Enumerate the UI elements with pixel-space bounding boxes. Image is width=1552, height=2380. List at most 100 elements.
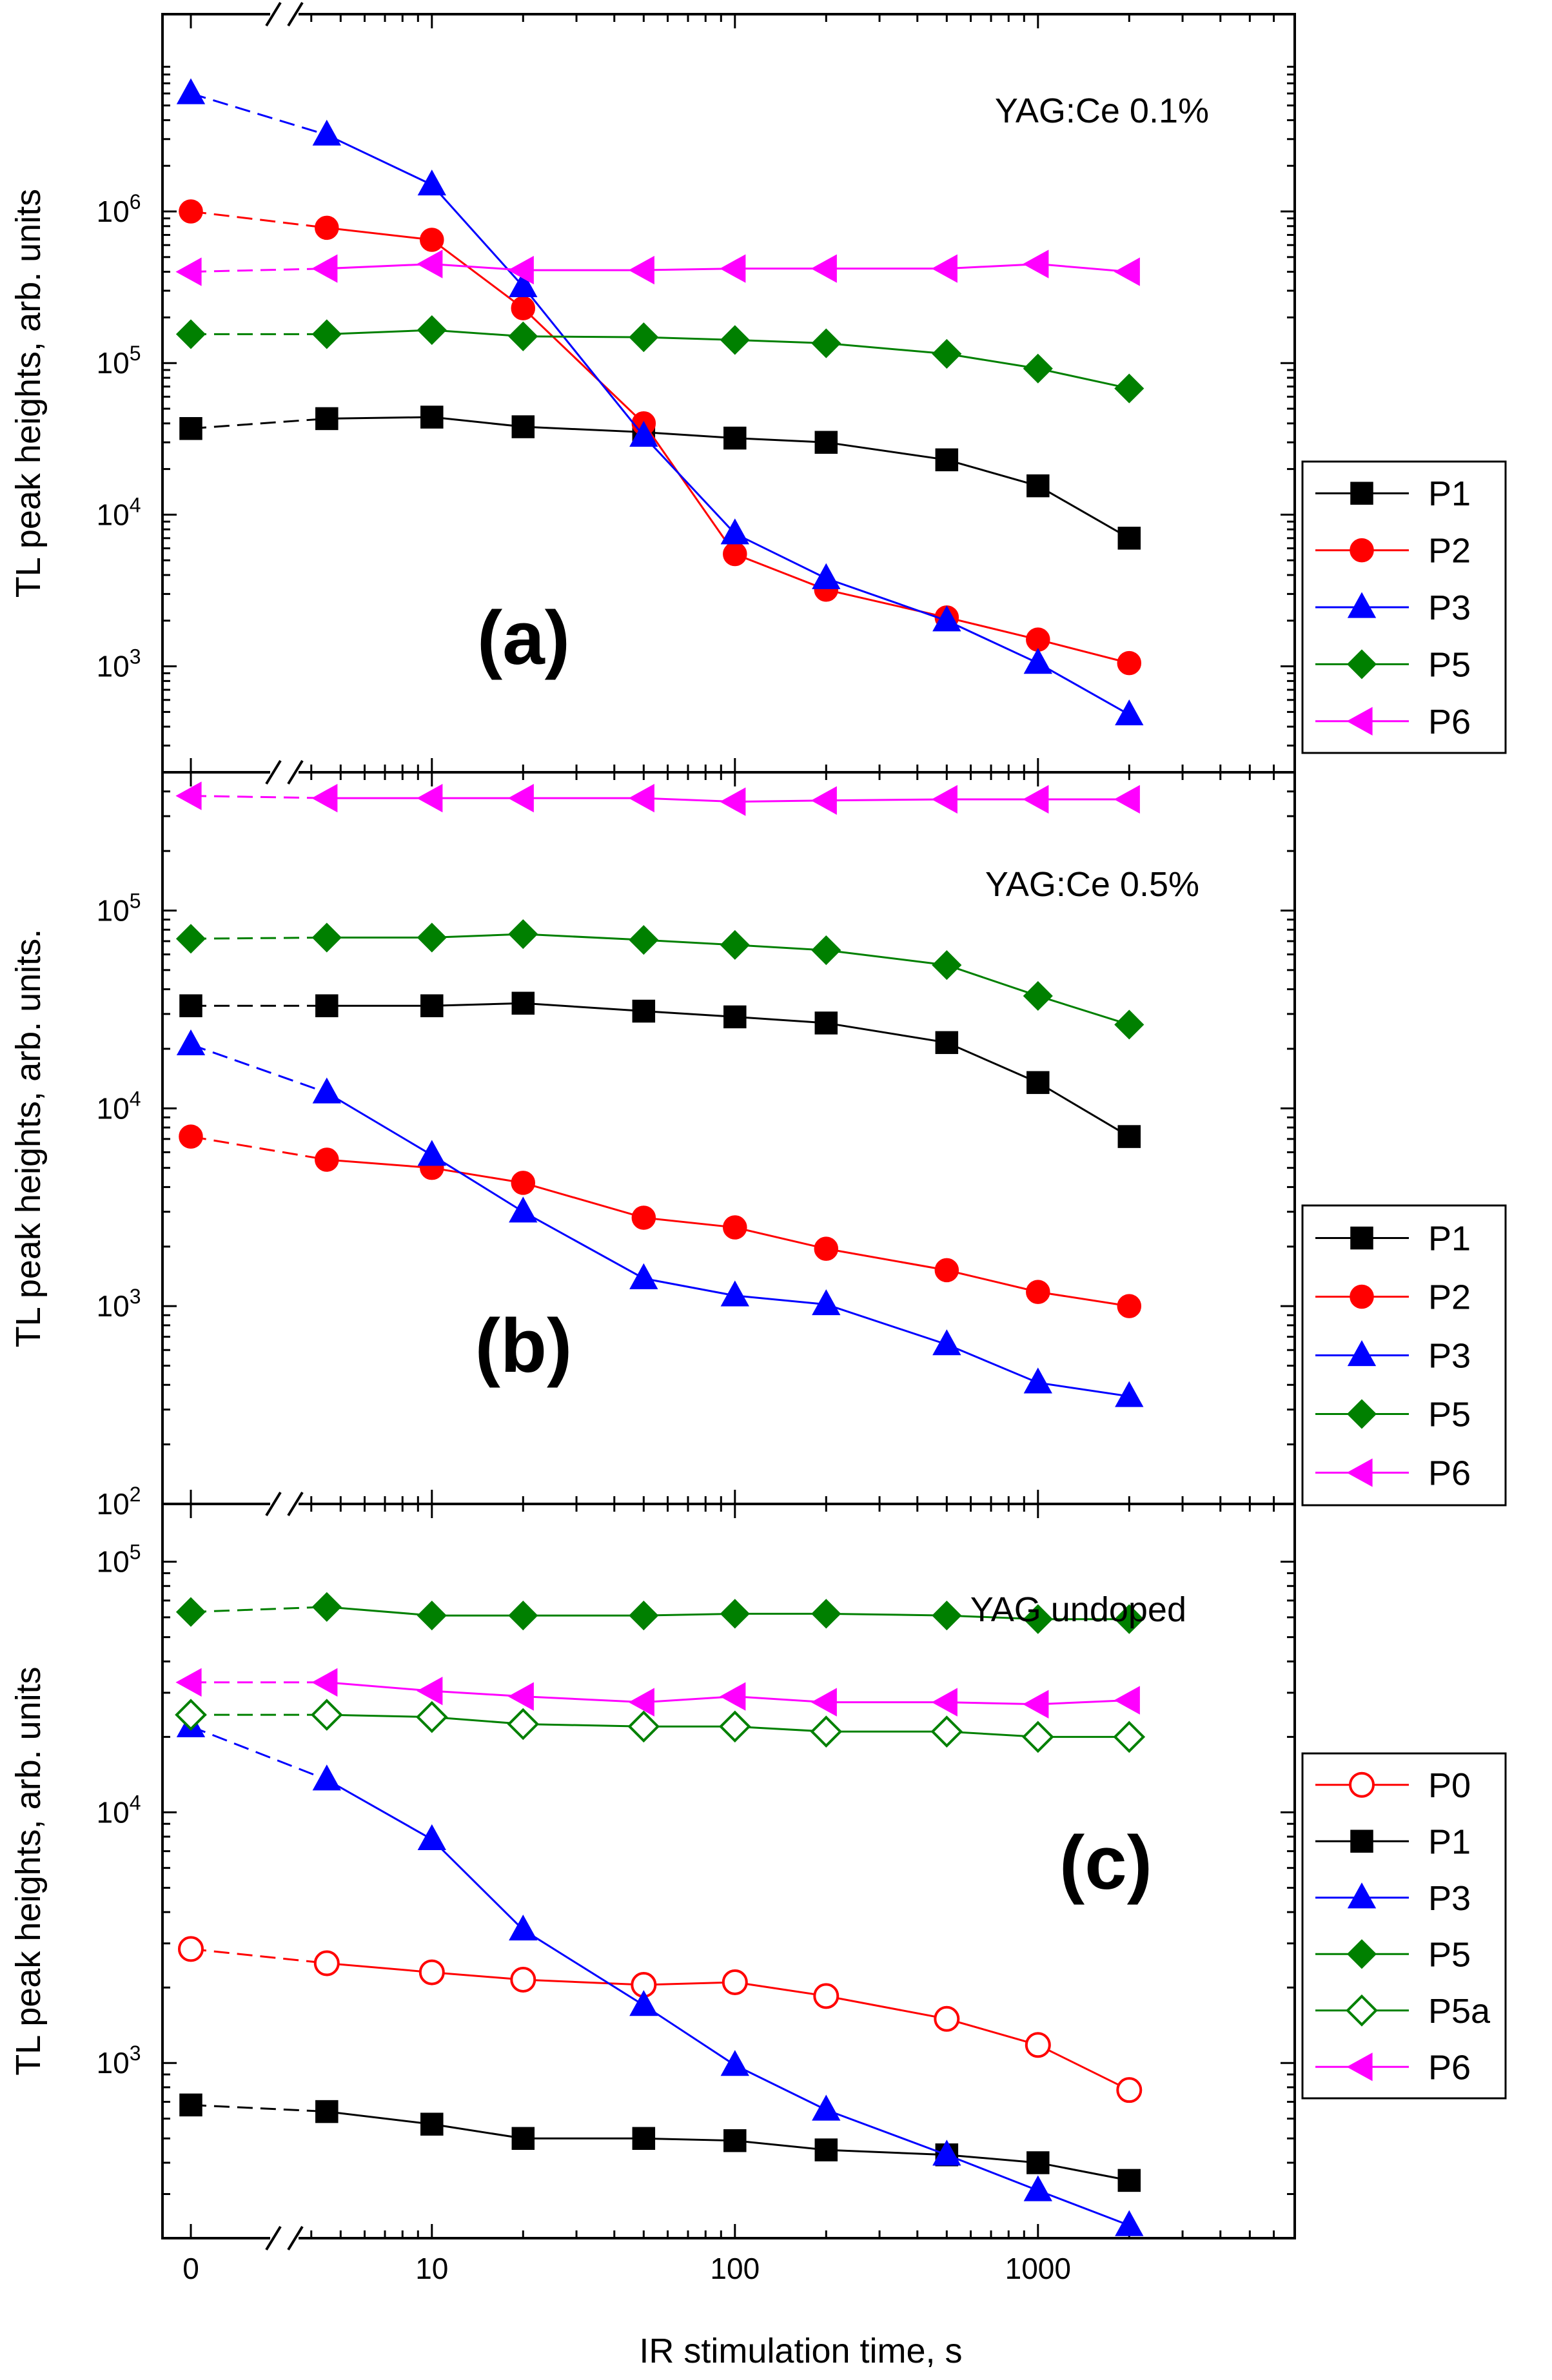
data-point — [930, 1715, 963, 1748]
data-point — [1025, 2032, 1051, 2058]
sample-annotation: YAG undoped — [970, 1590, 1186, 1629]
legend-label: P2 — [1428, 532, 1471, 571]
data-point — [311, 922, 342, 953]
legend-item-P6: P6 — [1315, 2048, 1471, 2087]
data-point — [720, 1599, 750, 1629]
data-point — [511, 296, 536, 320]
data-point — [1114, 1604, 1144, 1634]
data-point — [175, 781, 202, 810]
data-point — [628, 1688, 654, 1717]
data-point — [723, 541, 747, 567]
y-tick-base: 10 — [97, 498, 130, 531]
data-point — [1023, 249, 1049, 278]
data-point — [1023, 980, 1053, 1011]
data-point — [311, 1592, 342, 1622]
legend-marker — [1350, 1226, 1373, 1250]
data-point — [507, 1708, 540, 1741]
data-point — [175, 1699, 207, 1731]
data-point — [628, 255, 654, 285]
x-axis-title: IR stimulation time, s — [639, 2332, 962, 2370]
legend: P0 P1 P3 P5 P5a P6 — [1301, 1752, 1507, 2100]
x-tick-label: 1000 — [1005, 2252, 1071, 2285]
data-point — [629, 925, 659, 955]
data-point — [810, 254, 837, 283]
legend-item-P3: P3 — [1315, 1337, 1471, 1376]
data-point — [1114, 785, 1140, 814]
y-tick-base: 10 — [97, 893, 130, 927]
y-tick-base: 10 — [97, 346, 130, 380]
data-point — [509, 1196, 538, 1223]
axis-break-mark — [265, 759, 304, 785]
data-point — [417, 783, 443, 813]
y-tick-exponent: 2 — [130, 1483, 141, 1506]
data-point — [175, 1597, 206, 1627]
data-point — [722, 1969, 748, 1995]
legend: P1 P2 P3 P5 P6 — [1301, 460, 1507, 754]
y-axis-title: TL peak heights, arb. units. — [9, 929, 48, 1347]
panel-tag: (a) — [477, 596, 570, 681]
y-tick-base: 10 — [97, 1487, 130, 1521]
series-P6 — [175, 249, 1140, 286]
series-P5 — [175, 1592, 1144, 1634]
series-P6 — [175, 781, 1140, 816]
series-P1 — [179, 2093, 1141, 2192]
y-tick-base: 10 — [97, 1545, 130, 1579]
data-point — [1026, 1280, 1050, 1304]
data-point — [935, 448, 959, 472]
legend: P1 P2 P3 P5 P6 — [1301, 1204, 1507, 1507]
y-tick-base: 10 — [97, 650, 130, 683]
y-tick-label: 103 — [97, 645, 141, 683]
plot-frame — [161, 1503, 1296, 2239]
data-point — [931, 1688, 958, 1717]
legend-marker — [1346, 1994, 1378, 2027]
legend-marker — [1347, 1340, 1377, 1367]
data-point — [934, 1258, 959, 1283]
legend-item-P5: P5 — [1315, 1396, 1471, 1434]
data-point — [417, 922, 447, 953]
data-point — [632, 999, 656, 1023]
data-point — [629, 322, 659, 353]
y-tick-exponent: 6 — [130, 190, 141, 213]
data-point — [811, 935, 841, 966]
axis-break-slash — [287, 759, 304, 785]
y-tick-label: 104 — [97, 493, 141, 531]
data-point — [511, 2127, 535, 2151]
data-point — [418, 1959, 445, 1985]
data-point — [312, 119, 341, 146]
data-point — [176, 78, 206, 104]
data-point — [720, 254, 746, 283]
data-point — [176, 1029, 206, 1056]
legend-marker — [1346, 649, 1377, 679]
data-point — [629, 1601, 659, 1631]
data-point — [1114, 373, 1144, 404]
data-point — [175, 319, 206, 349]
data-point — [511, 991, 535, 1015]
data-point — [417, 315, 447, 346]
data-point — [931, 254, 958, 283]
y-tick-base: 10 — [97, 195, 130, 228]
data-point — [175, 1668, 202, 1697]
data-point — [1026, 474, 1050, 498]
legend-label: P0 — [1428, 1766, 1471, 1805]
data-point — [932, 338, 962, 369]
data-point — [179, 199, 203, 224]
data-point — [417, 249, 443, 278]
panel-tag: (c) — [1059, 1820, 1152, 1906]
legend-label: P6 — [1428, 703, 1471, 741]
data-point — [1114, 1686, 1140, 1715]
data-point — [175, 924, 206, 954]
data-point — [720, 930, 750, 960]
data-point — [720, 787, 746, 816]
data-point — [1115, 699, 1144, 726]
data-point — [1023, 2175, 1052, 2201]
y-tick-exponent: 3 — [130, 2042, 141, 2065]
data-point — [720, 1280, 749, 1307]
data-point — [629, 1990, 658, 2016]
data-point — [931, 785, 958, 814]
data-point — [723, 1215, 747, 1240]
data-point — [509, 271, 538, 297]
data-point — [1023, 353, 1053, 384]
data-point — [1117, 2169, 1141, 2192]
data-point — [720, 518, 749, 545]
